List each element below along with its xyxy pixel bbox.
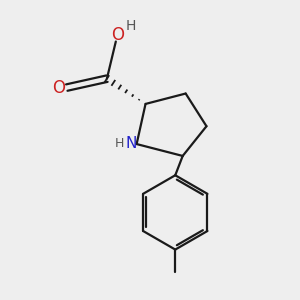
Text: H: H: [115, 137, 124, 150]
Text: N: N: [126, 136, 137, 151]
Text: H: H: [126, 19, 136, 33]
Text: O: O: [111, 26, 124, 44]
Text: O: O: [52, 79, 65, 97]
